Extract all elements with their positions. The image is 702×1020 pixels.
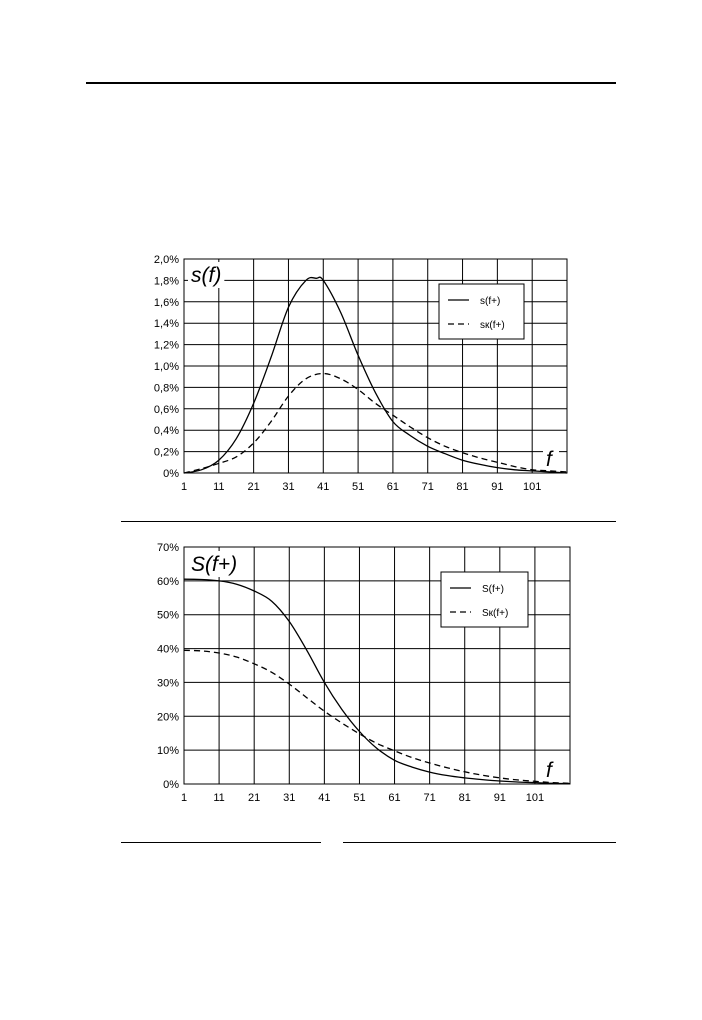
y-tick-label: 1,2% <box>154 340 179 352</box>
y-tick-label: 40% <box>157 644 179 656</box>
x-tick-label: 51 <box>353 792 365 804</box>
y-tick-label: 1,4% <box>154 318 179 330</box>
x-axis-label-bg <box>543 760 559 780</box>
x-tick-label: 91 <box>494 792 506 804</box>
x-tick-label: 21 <box>248 792 260 804</box>
footer-rule-left <box>121 842 321 843</box>
x-tick-label: 51 <box>352 481 364 493</box>
x-axis-label-bg <box>543 449 559 469</box>
x-tick-label: 81 <box>459 792 471 804</box>
header-rule <box>86 82 616 84</box>
y-tick-label: 0% <box>163 779 179 791</box>
x-tick-label: 81 <box>456 481 468 493</box>
separator-rule <box>121 521 616 522</box>
series-line-solid <box>183 276 568 474</box>
x-tick-label: 1 <box>181 792 187 804</box>
x-tick-label: 41 <box>317 481 329 493</box>
x-tick-label: 11 <box>213 481 224 493</box>
legend-box <box>440 571 529 628</box>
y-tick-label: 0% <box>163 468 179 480</box>
chart-title-bg <box>188 262 225 288</box>
y-tick-label: 30% <box>157 677 179 689</box>
x-tick-label: 91 <box>491 481 503 493</box>
y-tick-label: 50% <box>157 610 179 622</box>
y-tick-label: 20% <box>157 711 179 723</box>
plot-frame-2 <box>183 546 571 785</box>
series-line-solid <box>183 578 571 785</box>
x-tick-label: 11 <box>213 792 224 804</box>
x-tick-label: 101 <box>526 792 544 804</box>
y-tick-label: 0,6% <box>154 404 179 416</box>
x-axis-label: f <box>546 759 554 782</box>
y-tick-label: 0,8% <box>154 382 179 394</box>
x-tick-label: 61 <box>387 481 399 493</box>
chart-title-bg <box>188 551 241 577</box>
y-tick-label: 1,8% <box>154 275 179 287</box>
y-tick-label: 1,6% <box>154 297 179 309</box>
legend-label: sк(f+) <box>480 320 505 331</box>
y-tick-label: 0,2% <box>154 447 179 459</box>
x-tick-label: 41 <box>318 792 330 804</box>
x-axis-label: f <box>546 448 554 471</box>
series-line-dashed <box>183 649 571 784</box>
x-tick-label: 61 <box>388 792 400 804</box>
x-tick-label: 31 <box>282 481 294 493</box>
legend-box <box>438 283 525 340</box>
x-tick-label: 71 <box>424 792 436 804</box>
x-tick-label: 21 <box>248 481 260 493</box>
footer-rule-right <box>343 842 616 843</box>
y-tick-label: 1,0% <box>154 361 179 373</box>
legend-label: S(f+) <box>482 584 504 595</box>
x-tick-label: 31 <box>283 792 295 804</box>
legend-label: Sк(f+) <box>482 608 508 619</box>
y-tick-label: 70% <box>157 542 179 554</box>
y-tick-label: 60% <box>157 576 179 588</box>
y-tick-label: 10% <box>157 745 179 757</box>
x-tick-label: 1 <box>181 481 187 493</box>
legend-label: s(f+) <box>480 296 500 307</box>
x-tick-label: 101 <box>523 481 541 493</box>
chart-title: s(f) <box>191 264 221 287</box>
chart-title: S(f+) <box>191 553 237 576</box>
x-tick-label: 71 <box>422 481 434 493</box>
y-tick-label: 0,4% <box>154 425 179 437</box>
series-line-dashed <box>183 372 568 474</box>
y-tick-label: 2,0% <box>154 254 179 266</box>
